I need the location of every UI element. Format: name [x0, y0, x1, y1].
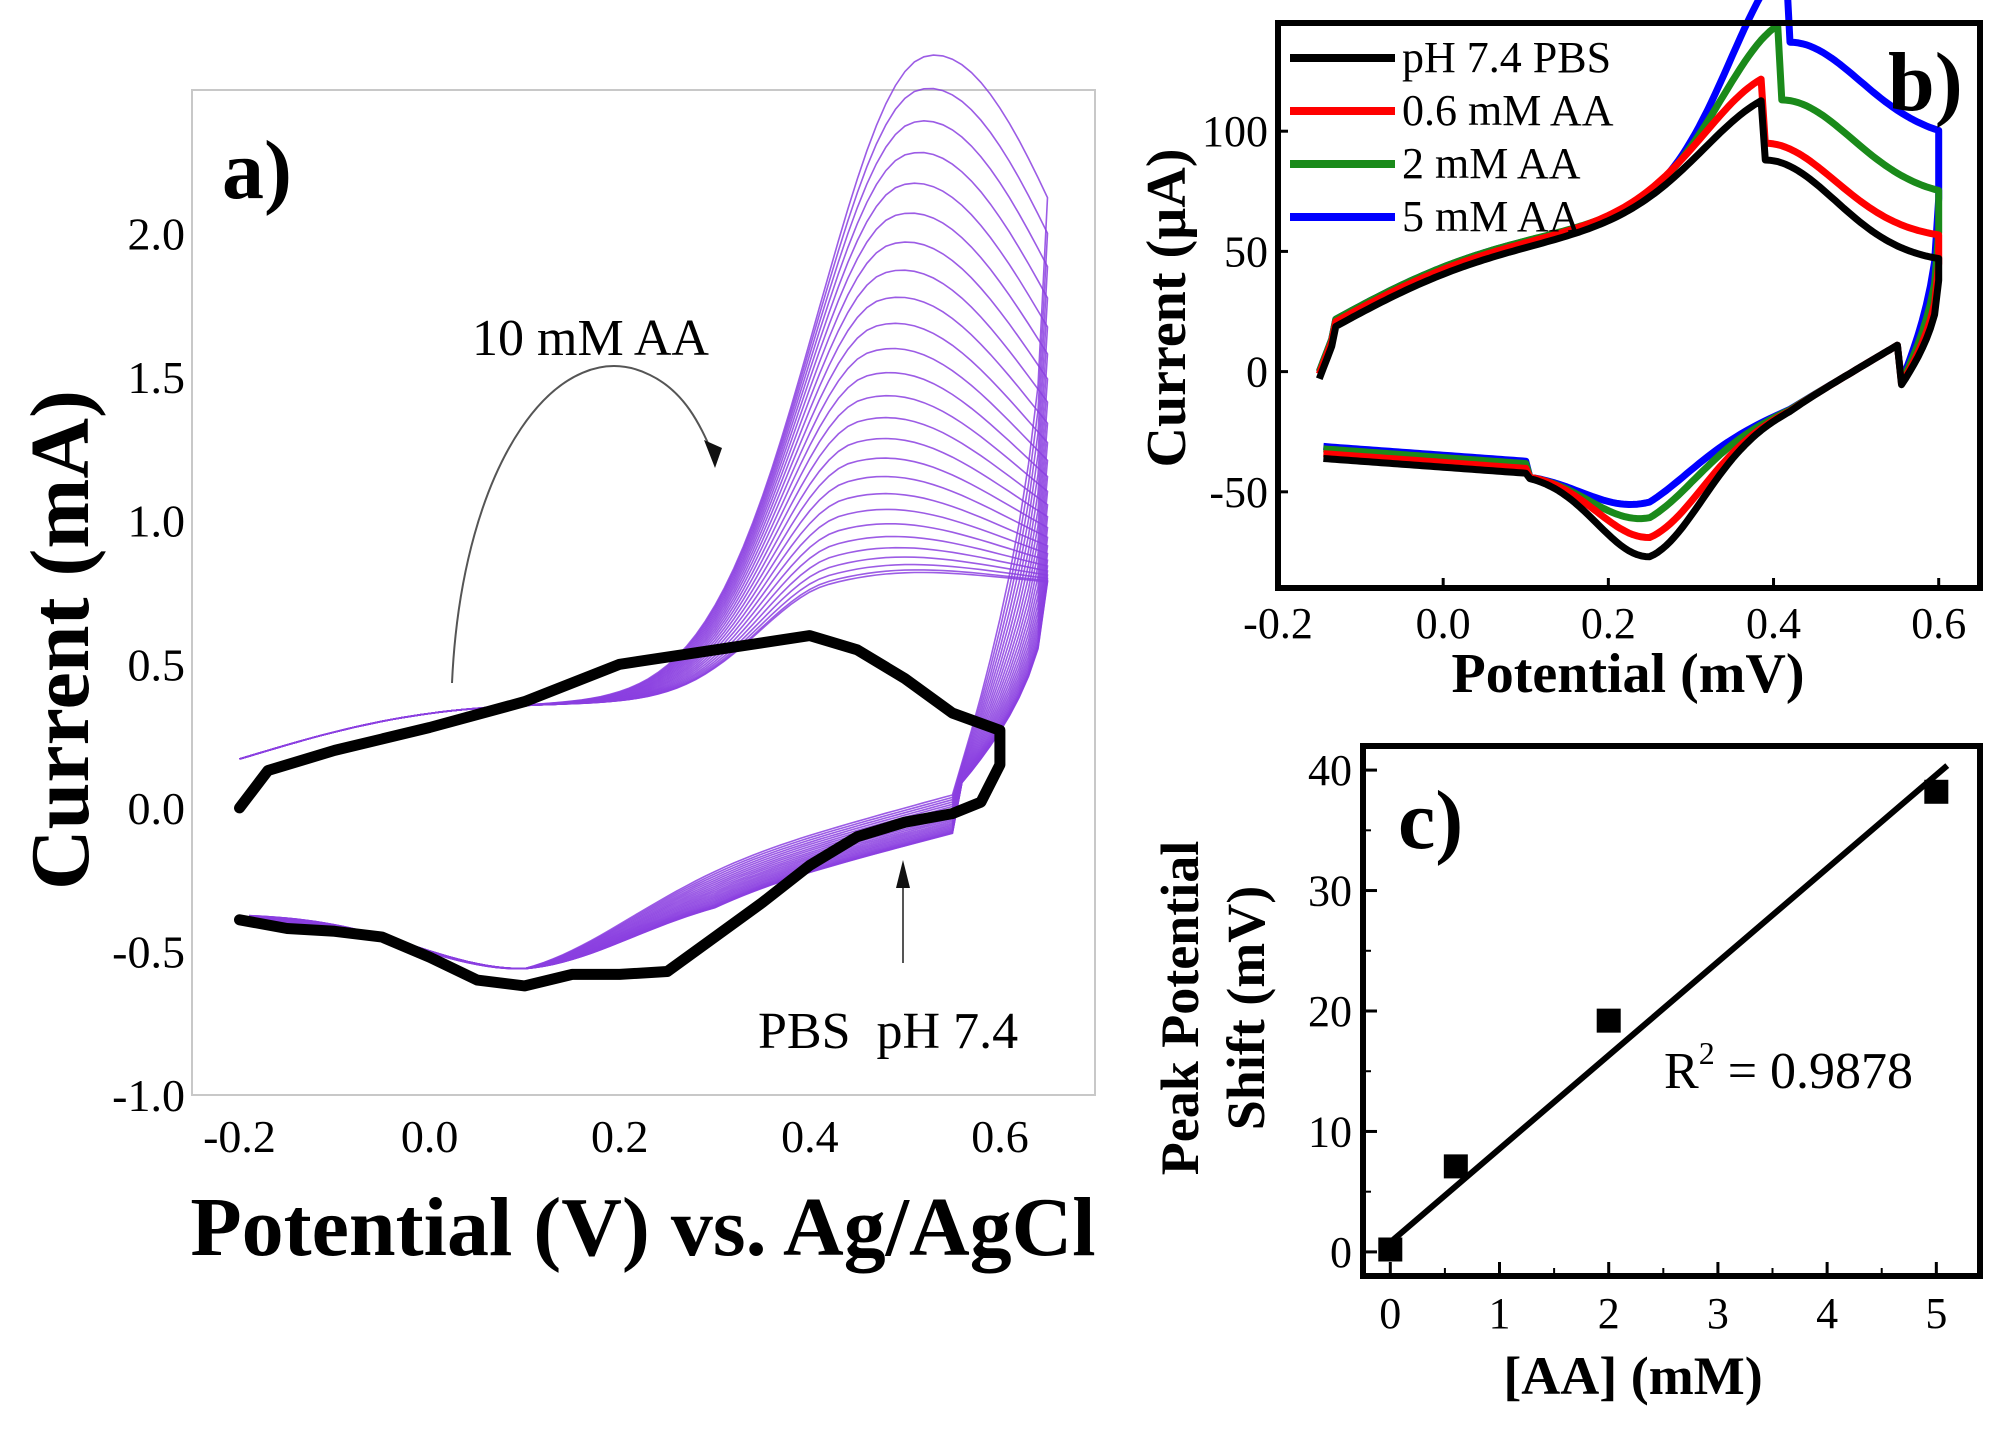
panel-a-y-ticks: -1.0 -0.5 0.0 0.5 1.0 1.5 2.0	[112, 209, 185, 1121]
panel-c-x-tick-label: 4	[1816, 1289, 1838, 1338]
panel-a-curves	[234, 54, 1049, 992]
panel-a-y-tick-label: 0.5	[128, 639, 186, 690]
panel-a-titration-curve	[239, 546, 1049, 970]
panel-b-y-tick-label: 100	[1202, 107, 1268, 156]
panel-a-curved-arrow	[451, 365, 713, 684]
panel-b-legend-label: pH 7.4 PBS	[1402, 33, 1611, 82]
panel-c-x-tick-label: 3	[1707, 1289, 1729, 1338]
panel-a-x-tick-label: 0.2	[591, 1111, 649, 1162]
panel-b-x-tick-label: -0.2	[1243, 599, 1313, 648]
panel-a-titration-curve	[239, 322, 1049, 970]
panel-c-label: c)	[1398, 774, 1463, 867]
panel-a-up-arrow-head	[896, 860, 910, 888]
panel-a-titration-curve	[239, 475, 1049, 970]
panel-a-x-tick-label: 0.6	[971, 1111, 1029, 1162]
panel-c-y-axis-label-line1: Peak Potential	[1150, 841, 1210, 1175]
panel-b-x-ticks: -0.2 0.0 0.2 0.4 0.6	[1243, 578, 1966, 648]
panel-c-y-tick-label: 0	[1330, 1228, 1352, 1277]
panel-b-x-tick-label: 0.4	[1746, 599, 1801, 648]
panel-b-label: b)	[1888, 36, 1963, 129]
panel-c-x-axis-label: [AA] (mM)	[1503, 1346, 1762, 1406]
panel-a-x-tick-label: 0.4	[781, 1111, 839, 1162]
panel-a-titration-curve	[239, 182, 1049, 970]
panel-c-y-tick-label: 40	[1308, 746, 1352, 795]
panel-c-fit-line	[1382, 763, 1950, 1250]
panel-a-y-tick-label: 2.0	[128, 209, 186, 260]
panel-a-curved-arrow-head	[704, 440, 722, 468]
panel-c-x-tick-label: 2	[1598, 1289, 1620, 1338]
panel-b-x-tick-label: 0.6	[1911, 599, 1966, 648]
panel-a-titration-curve	[239, 569, 1049, 970]
panel-c-y-axis-label-line2: Shift (mV)	[1216, 886, 1276, 1130]
panel-a-x-ticks: -0.2 0.0 0.2 0.4 0.6	[203, 1111, 1029, 1162]
panel-b-y-tick-label: 50	[1224, 227, 1268, 276]
panel-a-y-tick-label: 1.0	[128, 496, 186, 547]
panel-a-y-tick-label: 0.0	[128, 783, 186, 834]
panel-a-titration-curve	[239, 119, 1049, 970]
panel-a-y-tick-label: -0.5	[112, 926, 185, 977]
panel-a-titration-curve	[239, 535, 1049, 970]
panel-a-y-tick-label: -1.0	[112, 1070, 185, 1121]
panel-a-annotation-bottom: PBS pH 7.4	[758, 1003, 1018, 1060]
panel-b-legend-label: 2 mM AA	[1402, 139, 1581, 188]
panel-a-label: a)	[222, 124, 292, 217]
panel-a-titration-curve	[239, 371, 1049, 970]
panel-c-r2-r: R	[1664, 1043, 1699, 1100]
panel-c-x-tick-label: 0	[1379, 1289, 1401, 1338]
panel-c-x-tick-label: 1	[1489, 1289, 1511, 1338]
panel-b-legend-label: 5 mM AA	[1402, 192, 1581, 241]
panel-c-y-ticks: 0 10 20 30 40	[1308, 746, 1377, 1277]
panel-c-r2-annotation: R2 = 0.9878	[1664, 1035, 1913, 1100]
panel-c-data-point	[1596, 1008, 1621, 1033]
panel-c-x-tick-label: 5	[1925, 1289, 1947, 1338]
panel-b-plot-frame	[1275, 20, 1983, 591]
panel-a-y-tick-label: 1.5	[128, 352, 186, 403]
panel-b-y-axis-label: Current (µA)	[1136, 149, 1198, 468]
panel-b-x-tick-label: 0.2	[1581, 599, 1636, 648]
panel-c-data-point	[1443, 1154, 1468, 1179]
panel-a-annotation-top: 10 mM AA	[472, 310, 709, 367]
panel-b-curves	[1316, 0, 1943, 561]
panel-b-x-axis-label: Potential (mV)	[1451, 643, 1804, 705]
panel-a-x-tick-label: -0.2	[203, 1111, 276, 1162]
panel-a-titration-curve	[239, 556, 1049, 970]
panel-b-series-curve	[1316, 97, 1943, 561]
panel-b-y-tick-label: 0	[1246, 348, 1268, 397]
panel-a-titration-curve	[239, 269, 1049, 970]
panel-c-data-point	[1924, 779, 1949, 804]
panel-c-x-ticks: 0 1 2 3 4 5	[1379, 1262, 1947, 1338]
panel-a-chart: -0.2 0.0 0.2 0.4 0.6 -1.0 -0.5 0.0 0.5 1.0 1.5 2.0…	[14, 54, 1096, 1274]
panel-a-baseline-curve	[234, 630, 1006, 992]
panel-b-legend-label: 0.6 mM AA	[1402, 86, 1614, 135]
panel-b-y-ticks: -50 0 50 100	[1202, 107, 1288, 517]
panel-c-r2-sup: 2	[1699, 1035, 1715, 1071]
panel-c-r2-value: = 0.9878	[1715, 1043, 1913, 1100]
panel-a-titration-curve	[239, 437, 1049, 970]
panel-b-y-tick-label: -50	[1209, 468, 1268, 517]
panel-b-x-tick-label: 0.0	[1416, 599, 1471, 648]
panel-c-y-tick-label: 30	[1308, 867, 1352, 916]
panel-a-y-axis-label: Current (mA)	[14, 390, 107, 890]
panel-b-chart: -0.2 0.0 0.2 0.4 0.6 -50 0 50 100 pH 7.4 PBS0.6…	[1136, 0, 1983, 705]
panel-a-titration-curve	[239, 457, 1049, 970]
panel-c-fit	[1382, 763, 1950, 1250]
panel-c-points	[1378, 779, 1949, 1262]
panel-c-data-point	[1378, 1237, 1403, 1262]
panel-a-x-tick-label: 0.0	[401, 1111, 459, 1162]
panel-a-titration-curve	[239, 563, 1049, 970]
panel-a-x-axis-label: Potential (V) vs. Ag/AgCl	[190, 1181, 1095, 1274]
panel-a-titration-curve	[239, 296, 1049, 970]
panel-a-plot-frame	[191, 89, 1096, 1096]
panel-c-y-tick-label: 10	[1308, 1107, 1352, 1156]
panel-c-y-tick-label: 20	[1308, 987, 1352, 1036]
